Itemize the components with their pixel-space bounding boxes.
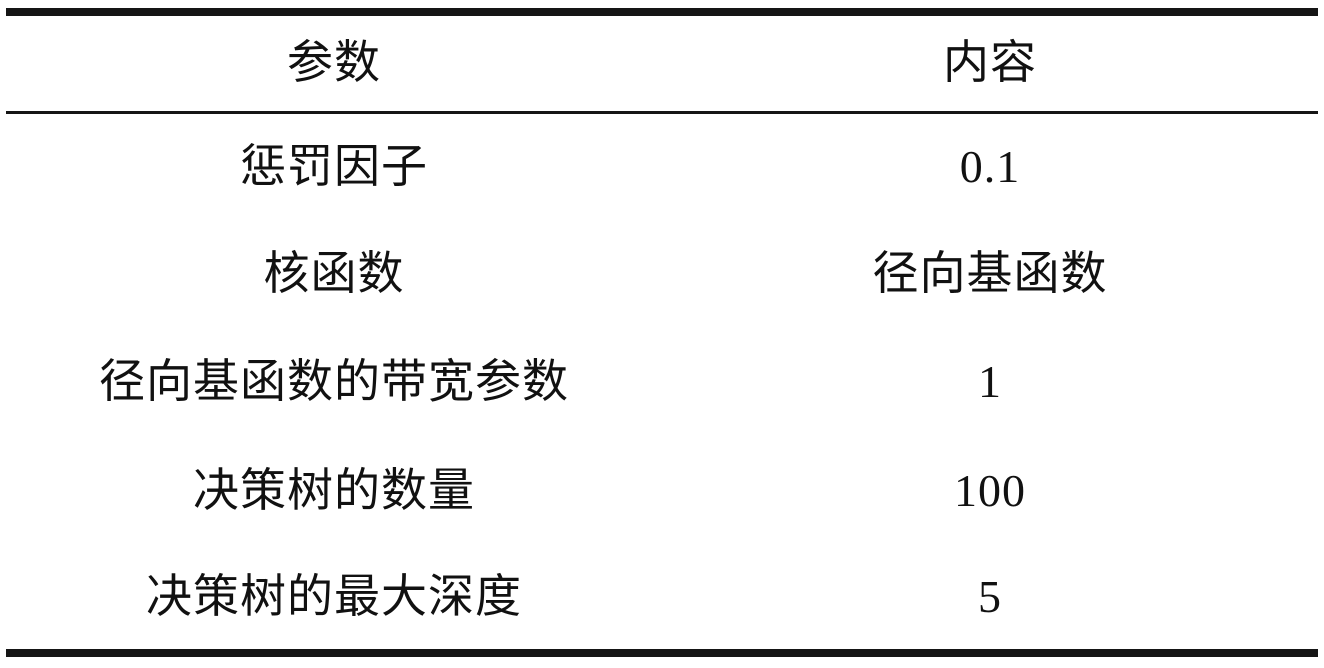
param-cell: 核函数 [263,248,405,300]
param-cell: 决策树的最大深度 [146,570,522,622]
table-row: 决策树的数量 100 [6,437,1318,545]
table-header: 参数 内容 [6,12,1318,114]
table-row: 核函数 径向基函数 [6,220,1318,328]
header-row: 参数 内容 [6,12,1318,114]
header-cell-content: 内容 [662,12,1318,114]
param-cell: 决策树的数量 [193,464,475,516]
table-row: 惩罚因子 0.1 [6,112,1318,220]
table-row: 决策树的最大深度 5 [6,545,1318,653]
parameters-table: 参数 内容 惩罚因子 0.1 核函数 径向基函数 径向基函数的带宽参数 1 决策… [6,8,1318,657]
table-row: 径向基函数的带宽参数 1 [6,328,1318,436]
value-cell: 1 [978,356,1002,408]
table-body: 惩罚因子 0.1 核函数 径向基函数 径向基函数的带宽参数 1 决策树的数量 1… [6,112,1318,653]
value-cell: 5 [978,570,1002,622]
params-table: 参数 内容 惩罚因子 0.1 核函数 径向基函数 径向基函数的带宽参数 1 决策… [6,8,1318,657]
header-cell-parameter: 参数 [6,12,662,114]
param-cell: 径向基函数的带宽参数 [99,356,569,408]
value-cell: 径向基函数 [872,248,1108,300]
value-cell: 100 [954,464,1026,516]
param-cell: 惩罚因子 [240,140,428,192]
value-cell: 0.1 [959,140,1021,192]
